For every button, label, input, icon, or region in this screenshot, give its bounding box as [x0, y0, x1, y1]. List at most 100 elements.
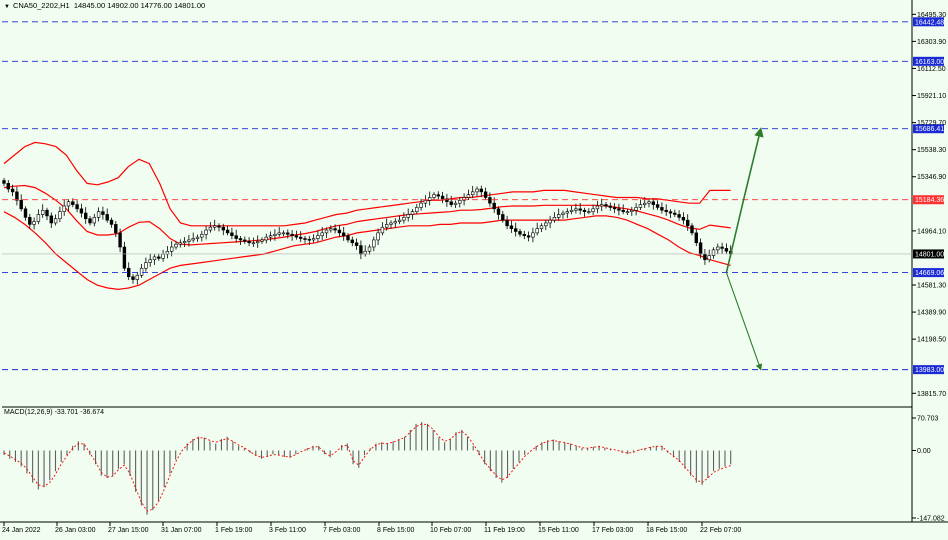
candle-body — [651, 201, 656, 205]
candle-body — [109, 219, 114, 225]
price-tick-label: 16495.30 — [917, 12, 946, 19]
candle-body — [243, 239, 247, 242]
candle-body — [466, 194, 471, 198]
candle-body — [23, 208, 28, 218]
macd-label: MACD(12,26,9) -33.701 -36.674 — [4, 409, 104, 416]
candle-body — [341, 232, 346, 237]
candle-body — [436, 194, 440, 197]
candle-body — [298, 236, 303, 239]
candle-body — [685, 219, 690, 227]
candle-body — [544, 222, 548, 227]
price-tick-label: 15729.70 — [917, 120, 946, 127]
candle-body — [483, 191, 488, 198]
candle-body — [453, 202, 458, 205]
candle-body — [716, 246, 720, 251]
candle-body — [178, 242, 182, 245]
candle-body — [690, 225, 694, 234]
chart-header: ▼ CNA50_2202,H1 14845.00 14902.00 14776.0… — [4, 1, 205, 10]
candle-body — [539, 225, 544, 229]
candle-body — [53, 218, 58, 224]
time-tick-label: 31 Jan 07:00 — [161, 527, 202, 534]
candle-body — [303, 238, 307, 240]
candle-body — [526, 235, 531, 238]
level-label: 14669.06 — [915, 270, 944, 277]
candle-body — [32, 221, 36, 225]
candle-body — [75, 204, 79, 210]
candle-body — [346, 235, 350, 241]
candle-body — [234, 235, 238, 239]
candle-body — [384, 224, 389, 228]
candle-body — [574, 208, 578, 211]
candle-body — [380, 226, 385, 234]
price-tick-label: 13815.70 — [917, 391, 946, 398]
price-tick-label: 15346.90 — [917, 174, 946, 181]
candle-body — [238, 238, 243, 241]
candle-body — [565, 211, 570, 214]
candle-body — [354, 242, 359, 246]
candle-body — [582, 209, 587, 212]
candle-body — [673, 212, 677, 215]
candle-body — [509, 225, 514, 229]
candle-body — [58, 211, 62, 220]
candle-body — [204, 229, 208, 235]
candle-body — [552, 217, 557, 221]
candle-body — [677, 214, 681, 218]
candle-body — [720, 246, 724, 249]
candle-body — [45, 209, 49, 217]
candle-body — [329, 228, 333, 231]
candle-body — [376, 232, 380, 241]
candle-body — [294, 235, 299, 238]
candle-body — [84, 212, 88, 220]
time-tick-label: 3 Feb 11:00 — [269, 527, 306, 534]
symbol-label: CNA50_2202,H1 — [12, 1, 70, 10]
level-label-bg — [913, 195, 944, 205]
candle-body — [10, 188, 15, 193]
candle-body — [634, 207, 638, 211]
candle-body — [135, 274, 139, 280]
level-label-bg — [913, 56, 944, 66]
candle-body — [6, 183, 11, 190]
price-tick-label: 14389.90 — [917, 310, 946, 317]
projection-arrow-down — [725, 272, 763, 371]
candle-body — [247, 241, 251, 244]
candle-body — [655, 204, 660, 208]
candle-body — [49, 215, 54, 224]
candle-body — [440, 195, 445, 200]
candle-body — [608, 205, 613, 208]
time-tick-label: 17 Feb 03:00 — [592, 527, 633, 534]
candle-body — [316, 235, 320, 239]
candle-body — [556, 214, 561, 218]
macd-header: MACD(12,26,9) -33.701 -36.674 — [4, 409, 104, 416]
candle-body — [191, 238, 195, 241]
current-price-label: 14801.00 — [915, 251, 944, 258]
candle-body — [40, 209, 45, 215]
level-label: 15686.41 — [915, 126, 944, 133]
candle-body — [595, 205, 600, 210]
candle-body — [225, 229, 230, 234]
time-tick-label: 15 Feb 11:00 — [538, 527, 579, 534]
candle-body — [492, 202, 496, 210]
candle-body — [148, 259, 152, 263]
candle-body — [432, 194, 436, 198]
level-label: 13983.00 — [915, 367, 944, 374]
candle-body — [505, 219, 509, 227]
level-label-bg — [913, 268, 944, 278]
candle-body — [213, 225, 217, 228]
candle-body — [647, 201, 651, 204]
candle-body — [152, 256, 157, 261]
time-tick-label: 10 Feb 07:00 — [430, 527, 471, 534]
candle-body — [174, 243, 178, 248]
candle-body — [36, 214, 41, 222]
candle-body — [531, 232, 535, 238]
candle-body — [423, 200, 428, 204]
candle-body — [535, 228, 539, 234]
candle-body — [642, 202, 647, 205]
candle-body — [337, 229, 342, 234]
time-tick-label: 7 Feb 03:00 — [323, 527, 360, 534]
candle-body — [333, 228, 337, 231]
dropdown-arrow-icon[interactable]: ▼ — [4, 4, 10, 10]
bollinger-lower — [3, 211, 731, 291]
macd-tick-label: 70.703 — [917, 416, 939, 423]
